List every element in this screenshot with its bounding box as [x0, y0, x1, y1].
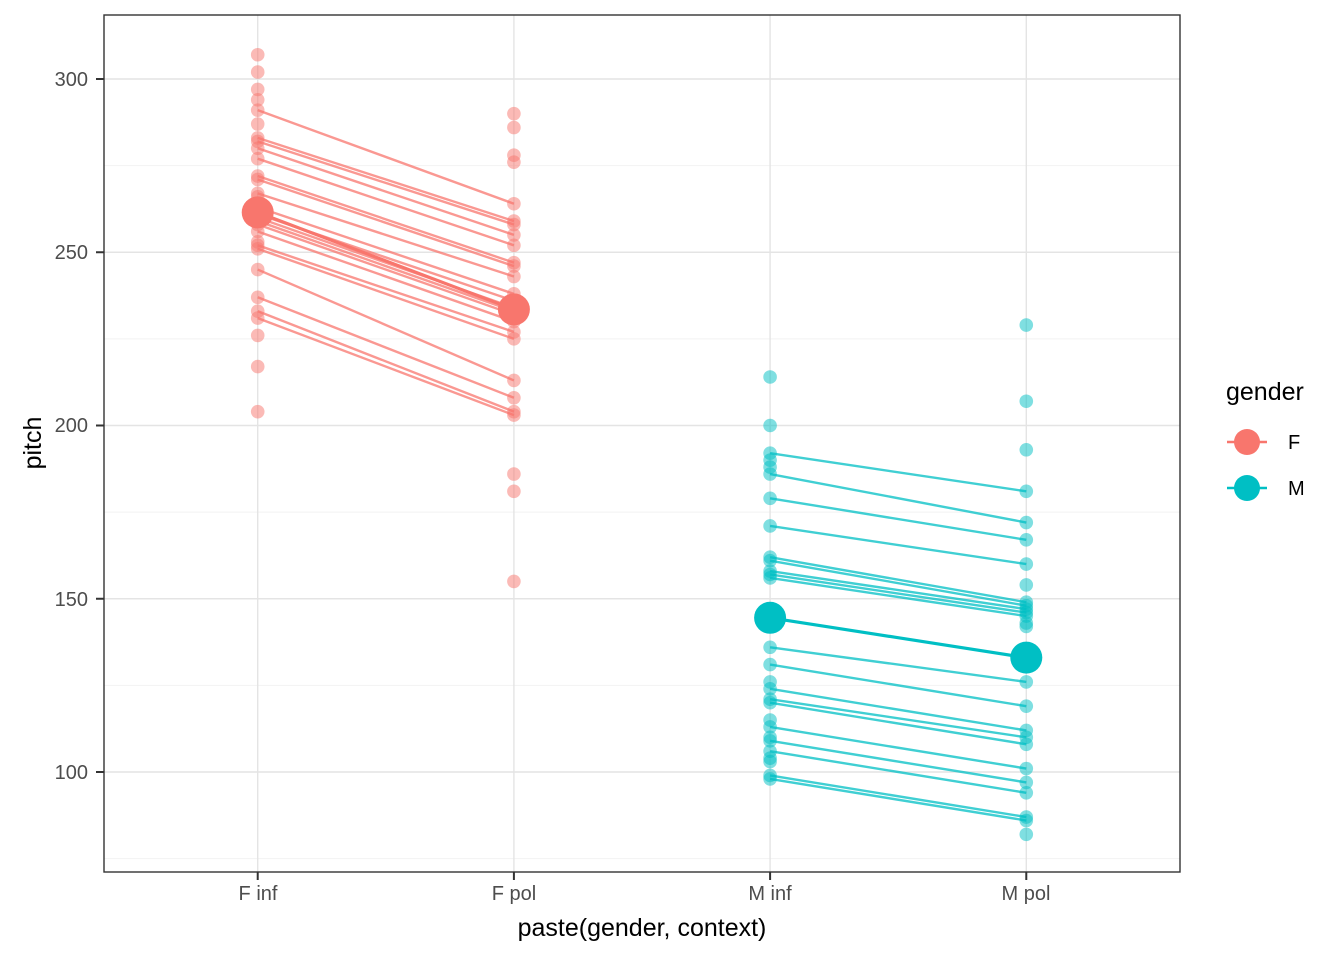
- pair-line: [769, 750, 1027, 794]
- pair-line: [769, 472, 1027, 524]
- chart-layers: [96, 14, 1181, 880]
- data-point: [250, 359, 265, 374]
- pair-line: [769, 725, 1027, 770]
- legend-label-m: M: [1288, 478, 1305, 500]
- y-tick-label-250: 250: [55, 242, 88, 264]
- pair-line: [257, 223, 515, 316]
- data-point: [763, 418, 777, 433]
- data-point: [1019, 394, 1034, 409]
- data-point: [1019, 442, 1034, 457]
- pair-line: [769, 739, 1027, 784]
- pair-line: [257, 206, 515, 295]
- pair-line: [257, 296, 515, 399]
- pair-line: [257, 268, 515, 382]
- legend-label-f: F: [1288, 432, 1300, 454]
- pair-line: [769, 576, 1027, 618]
- y-tick-label-200: 200: [55, 415, 88, 437]
- data-point: [507, 408, 521, 422]
- data-point: [507, 390, 521, 405]
- pair-line: [257, 178, 515, 268]
- data-point: [250, 47, 265, 62]
- pair-line: [257, 310, 515, 413]
- data-point: [250, 328, 265, 343]
- data-point: [250, 92, 265, 107]
- y-axis-title: pitch: [19, 417, 47, 470]
- mean-point: [497, 293, 530, 326]
- x-tick-label-m-inf: M inf: [748, 883, 792, 905]
- legend-entry-m: M: [1227, 475, 1305, 501]
- pair-line: [769, 774, 1027, 819]
- data-point: [250, 65, 265, 79]
- data-point: [507, 467, 521, 481]
- data-point: [250, 82, 265, 97]
- pair-line: [769, 555, 1027, 604]
- legend-key-point-f-icon: [1234, 429, 1260, 455]
- data-point: [250, 117, 265, 131]
- pair-line: [257, 109, 515, 205]
- data-point: [507, 120, 521, 135]
- data-point: [763, 713, 777, 727]
- pair-line: [769, 497, 1027, 542]
- pair-line: [769, 663, 1027, 708]
- pair-line: [257, 316, 515, 417]
- x-tick-label-f-pol: F pol: [492, 883, 536, 905]
- data-point: [763, 460, 777, 474]
- data-point: [250, 404, 265, 419]
- data-point: [507, 106, 521, 121]
- x-tick-label-f-inf: F inf: [239, 883, 278, 905]
- pair-line: [769, 524, 1027, 566]
- legend-entry-f: F: [1227, 429, 1300, 455]
- data-point: [1019, 827, 1034, 842]
- data-point: [1019, 318, 1034, 332]
- legend-key-point-m-icon: [1234, 475, 1260, 501]
- legend: gender F M: [1226, 378, 1305, 501]
- data-point: [507, 574, 521, 589]
- pair-line: [769, 698, 1027, 739]
- data-point: [1019, 578, 1034, 592]
- y-tick-label-300: 300: [55, 69, 88, 91]
- pair-line: [257, 230, 515, 323]
- pair-line: [257, 192, 515, 278]
- pair-line: [257, 219, 515, 313]
- pair-line: [769, 646, 1027, 684]
- mean-line: [769, 616, 1027, 660]
- x-tick-label-m-pol: M pol: [1002, 883, 1051, 905]
- pair-line: [769, 777, 1027, 822]
- data-point: [1019, 484, 1034, 499]
- panel-border: [103, 14, 1181, 873]
- pair-line: [257, 136, 515, 223]
- data-point: [763, 370, 777, 384]
- pair-line: [257, 174, 515, 264]
- pair-line: [769, 452, 1027, 493]
- data-point: [507, 484, 521, 499]
- pair-line: [257, 244, 515, 334]
- y-tick-label-100: 100: [55, 762, 88, 784]
- mean-point: [754, 601, 787, 634]
- pair-line: [769, 687, 1027, 732]
- mean-point: [1010, 641, 1043, 674]
- pair-line: [769, 559, 1027, 607]
- data-point: [507, 373, 521, 388]
- y-tick-label-150: 150: [55, 589, 88, 611]
- mean-point: [241, 196, 274, 229]
- pair-line: [769, 573, 1027, 614]
- legend-title: gender: [1226, 378, 1304, 406]
- pair-line: [769, 569, 1027, 611]
- pair-line: [257, 147, 515, 237]
- data-point: [1019, 619, 1034, 634]
- pair-line: [257, 157, 515, 247]
- data-point: [763, 754, 777, 769]
- pair-line: [257, 247, 515, 341]
- x-axis-title: paste(gender, context): [518, 914, 767, 942]
- pair-line: [257, 140, 515, 226]
- pair-line: [769, 701, 1027, 746]
- mean-line: [257, 210, 515, 311]
- data-point: [507, 155, 521, 169]
- data-point: [763, 675, 777, 689]
